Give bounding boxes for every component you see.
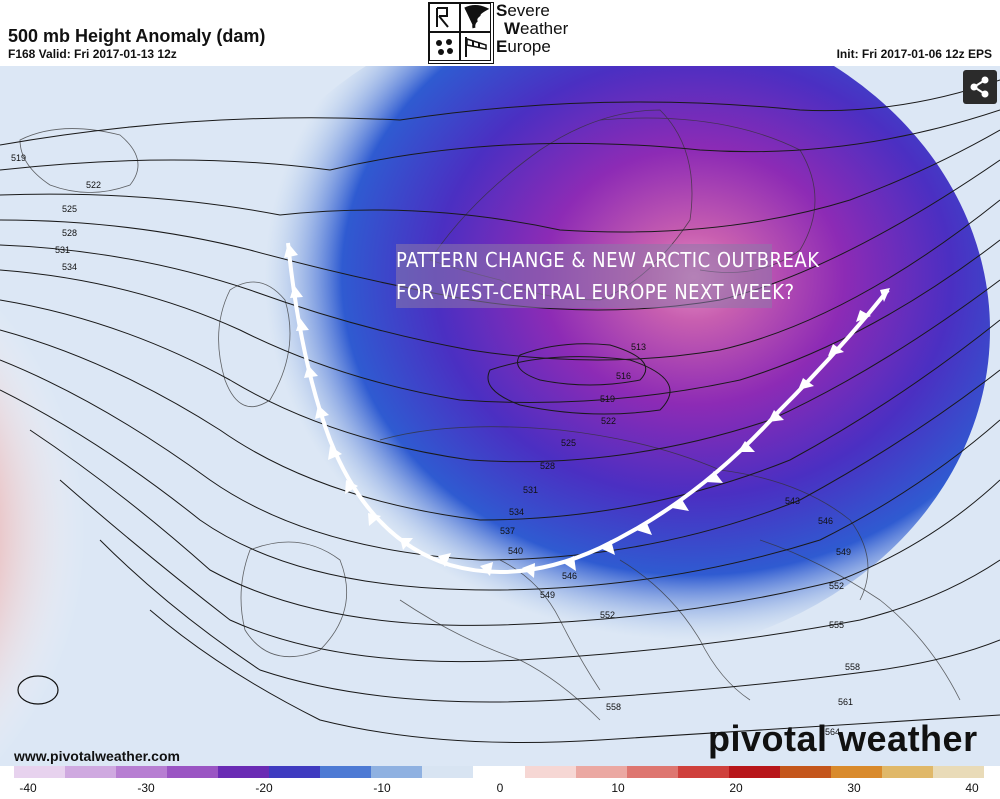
contour-label: 543 [785, 496, 800, 506]
height-contours [0, 79, 1000, 743]
contour-label: 549 [540, 590, 555, 600]
contour-label: 531 [523, 485, 538, 495]
logo-initial-e: E [496, 37, 508, 56]
positive-anomaly-area [0, 150, 370, 766]
colorbar-swatch [728, 766, 781, 778]
colorbar-swatch [371, 766, 423, 778]
contour-label: 513 [631, 342, 646, 352]
contour-label: 519 [11, 153, 26, 163]
tornado-icon [460, 3, 491, 32]
colorbar-swatch [65, 766, 117, 778]
colorbar-swatch [422, 766, 474, 778]
init-time: Init: Fri 2017-01-06 12z EPS [836, 47, 992, 61]
colorbar-swatch [269, 766, 321, 778]
contour-label: 540 [508, 546, 523, 556]
colorbar-ticks: -40 -30 -20 -10 0 10 20 30 40 [0, 781, 1000, 797]
contour-label: 516 [616, 371, 631, 381]
contour-label: 519 [600, 394, 615, 404]
colorbar-swatch [881, 766, 934, 778]
logo-initial-w: W [504, 19, 521, 38]
brand-watermark: pivotal weather [708, 718, 978, 759]
map-svg: 519 522 525 528 531 534 513 516 519 522 … [0, 66, 1000, 766]
contour-label: 552 [600, 610, 615, 620]
colorbar-tick: -30 [137, 781, 155, 795]
contour-label: 528 [62, 228, 77, 238]
colorbar-swatch [320, 766, 372, 778]
share-button[interactable] [963, 70, 997, 104]
colorbar-swatch [167, 766, 219, 778]
hail-icon [429, 32, 460, 61]
colorbar-swatch [14, 766, 66, 778]
contour-label: 522 [86, 180, 101, 190]
contour-label: 558 [606, 702, 621, 712]
colorbar-swatch [524, 766, 577, 778]
contour-label: 546 [562, 571, 577, 581]
contour-label: 534 [62, 262, 77, 272]
colorbar-tick: 20 [729, 781, 743, 795]
contour-label: 564 [825, 727, 840, 737]
contour-label: 555 [829, 620, 844, 630]
headline-line-1: PATTERN CHANGE & NEW ARCTIC OUTBREAK [396, 248, 820, 272]
colorbar-tick: 30 [847, 781, 861, 795]
colorbar-swatch [218, 766, 270, 778]
colorbar-tick: 0 [496, 781, 504, 795]
colorbar-tick: 40 [965, 781, 979, 795]
logo-icons [428, 2, 494, 64]
colorbar-tick: -40 [19, 781, 37, 795]
colorbar-swatch [575, 766, 628, 778]
map-title: 500 mb Height Anomaly (dam) [8, 26, 266, 46]
colorbar [14, 766, 985, 778]
contour-label: 552 [829, 581, 844, 591]
contour-label: 549 [836, 547, 851, 557]
contour-label: 522 [601, 416, 616, 426]
contour-label: 528 [540, 461, 555, 471]
colorbar-swatch [779, 766, 832, 778]
colorbar-swatch [473, 766, 526, 778]
lightning-icon [429, 3, 460, 32]
windsock-icon [460, 32, 491, 61]
logo-word-europe: urope [507, 37, 551, 56]
logo-word-weather: eather [520, 19, 569, 38]
valid-time: F168 Valid: Fri 2017-01-13 12z [8, 47, 177, 61]
positive-anomaly-east [730, 660, 1000, 766]
contour-label: 534 [509, 507, 524, 517]
contour-label: 561 [838, 697, 853, 707]
contour-label: 525 [62, 204, 77, 214]
website-link[interactable]: www.pivotalweather.com [14, 748, 180, 764]
colorbar-swatch [116, 766, 168, 778]
colorbar-tick: -20 [255, 781, 273, 795]
colorbar-swatch [626, 766, 679, 778]
colorbar-swatch [677, 766, 730, 778]
anomaly-map: 519 522 525 528 531 534 513 516 519 522 … [0, 66, 1000, 766]
colorbar-tick: 10 [611, 781, 625, 795]
colorbar-tick: -10 [373, 781, 391, 795]
contour-label: 546 [818, 516, 833, 526]
contour-label: 531 [55, 245, 70, 255]
headline-overlay: PATTERN CHANGE & NEW ARCTIC OUTBREAK FOR… [396, 244, 820, 308]
contour-label: 525 [561, 438, 576, 448]
colorbar-swatch [830, 766, 883, 778]
cold-front [284, 242, 890, 578]
share-icon [970, 76, 989, 98]
header: 500 mb Height Anomaly (dam) F168 Valid: … [0, 0, 1000, 66]
contour-label: 537 [500, 526, 515, 536]
logo-initial-s: S [496, 1, 508, 20]
contour-label: 558 [845, 662, 860, 672]
logo-text: Severe Weather Europe [496, 2, 568, 56]
logo-word-severe: evere [507, 1, 550, 20]
colorbar-swatch [932, 766, 985, 778]
headline-line-2: FOR WEST-CENTRAL EUROPE NEXT WEEK? [396, 280, 795, 304]
contour-labels: 519 522 525 528 531 534 513 516 519 522 … [11, 153, 860, 737]
